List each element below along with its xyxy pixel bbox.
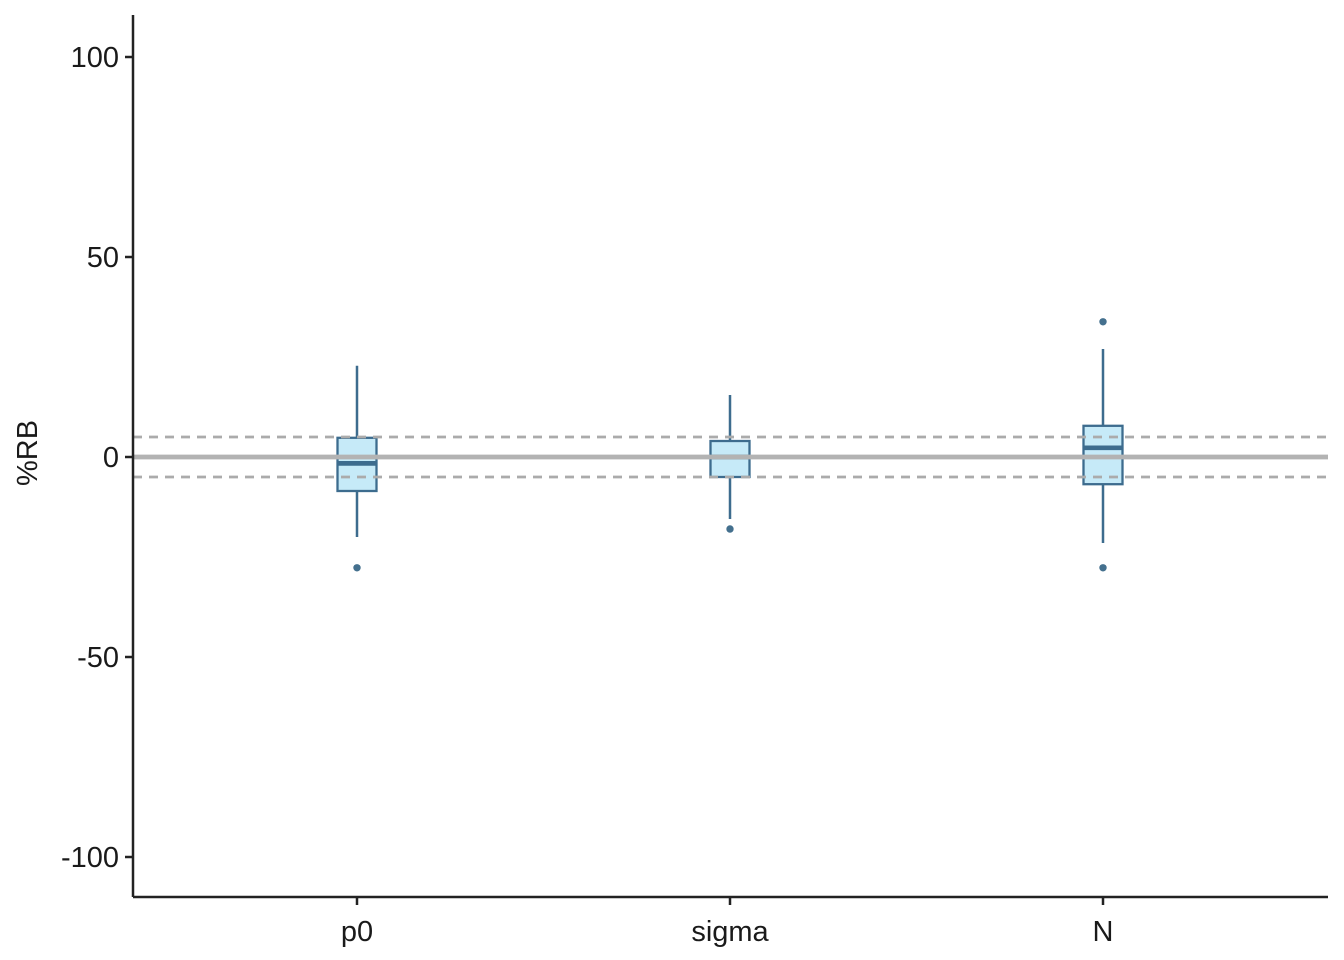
y-tick-label: -100 (61, 842, 119, 874)
x-tick-label-N: N (1093, 916, 1114, 948)
y-tick-label: 100 (71, 42, 119, 74)
outlier-point-N (1099, 318, 1107, 326)
boxplot-N (1082, 318, 1124, 572)
y-tick-label: -50 (77, 642, 119, 674)
x-tick-label-p0: p0 (341, 916, 373, 948)
y-tick-label: 0 (103, 442, 119, 474)
boxplot-p0 (336, 365, 378, 572)
y-tick-label: 50 (87, 242, 119, 274)
boxplot-sigma (709, 395, 751, 533)
outlier-point-p0 (353, 564, 361, 572)
y-axis-title: %RB (12, 420, 44, 486)
outlier-point-N (1099, 564, 1107, 572)
outlier-point-sigma (726, 525, 734, 533)
x-tick-label-sigma: sigma (691, 916, 769, 948)
